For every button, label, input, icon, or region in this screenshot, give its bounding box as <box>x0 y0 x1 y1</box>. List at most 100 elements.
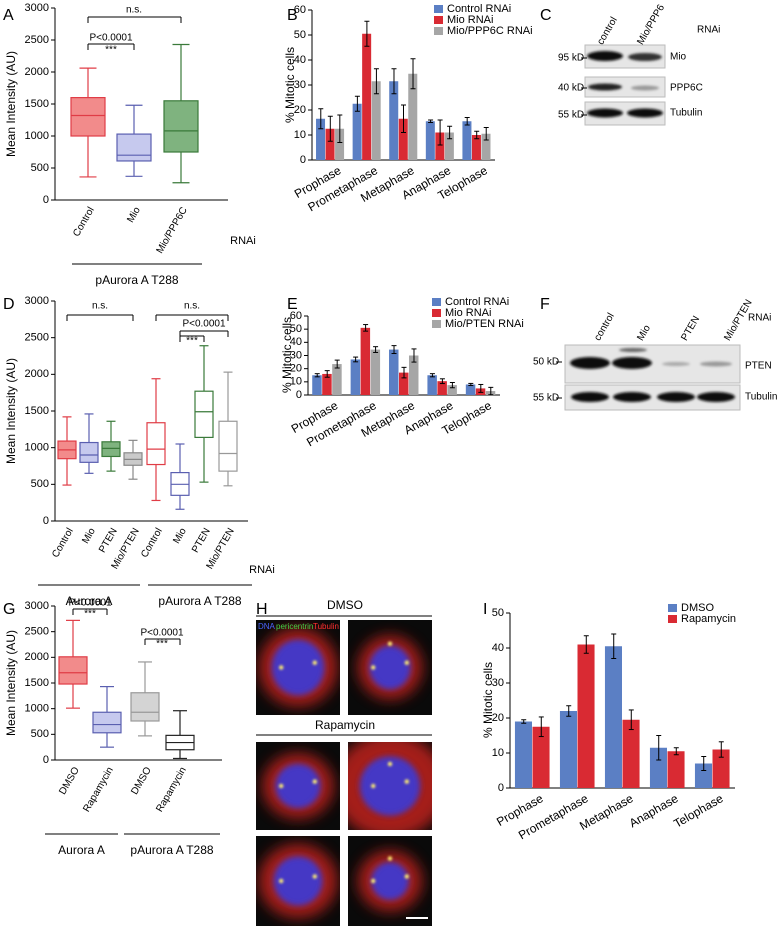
blot-band <box>613 392 651 402</box>
bar <box>471 135 481 160</box>
bar <box>362 33 372 160</box>
box <box>130 692 160 722</box>
blot-strip <box>584 76 666 98</box>
y-tick-label: 60 <box>294 4 306 16</box>
box <box>146 422 166 466</box>
annotation: *** <box>186 336 198 347</box>
legend-swatch <box>668 604 677 612</box>
y-tick-label: 40 <box>492 642 504 654</box>
blot-strip <box>584 44 666 69</box>
group-label: Aurora A <box>58 843 105 857</box>
x-tick-label: Anaphase <box>627 791 681 830</box>
y-tick-label: 500 <box>31 478 49 490</box>
panel-letter: F <box>540 296 550 313</box>
bar <box>322 373 332 395</box>
y-tick-label: 3000 <box>25 2 49 14</box>
dna-signal <box>273 856 323 906</box>
bar <box>408 73 418 160</box>
bar <box>408 355 419 395</box>
bar <box>425 121 435 160</box>
y-tick-label: 0 <box>43 754 49 766</box>
legend-swatch <box>432 298 441 306</box>
bar <box>447 385 457 395</box>
condition-label: Rapamycin <box>315 718 375 732</box>
bar <box>427 375 437 395</box>
y-tick-label: 1000 <box>25 703 49 715</box>
dna-signal <box>369 645 411 690</box>
legend-label: Rapamycin <box>681 613 736 625</box>
centrosome <box>387 761 393 767</box>
lane-label: Mio/PPP6 <box>635 2 667 46</box>
y-tick-label: 1500 <box>25 677 49 689</box>
legend-swatch <box>434 27 443 35</box>
legend-swatch <box>432 320 441 328</box>
blot-band <box>627 108 663 118</box>
centrosome <box>371 878 376 884</box>
annotation: P<0.0001 <box>140 628 184 639</box>
micrograph <box>348 620 432 715</box>
blot-band <box>587 51 623 61</box>
channel-label: Tubulin <box>313 622 339 631</box>
group-label: Aurora A <box>66 594 113 608</box>
y-tick-label: 2000 <box>25 651 49 663</box>
band-label: Tubulin <box>670 108 702 119</box>
y-axis-label: Mean Intensity (AU) <box>4 358 18 464</box>
annotation: *** <box>84 609 96 620</box>
panel-letter: E <box>287 296 298 313</box>
x-tick-label: Control <box>71 205 97 238</box>
centrosome <box>279 878 284 884</box>
x-tick-label: Telophase <box>671 791 726 831</box>
x-tick-label: DMSO <box>57 765 82 797</box>
condition-label: DMSO <box>327 598 363 612</box>
blot-band <box>619 348 647 352</box>
dna-signal <box>359 756 421 816</box>
blot-band <box>662 362 690 366</box>
bar <box>325 128 335 160</box>
y-tick-label: 50 <box>492 607 504 619</box>
bar <box>398 118 408 160</box>
y-axis-label: Mean Intensity (AU) <box>4 51 18 157</box>
x-tick-label: Control <box>50 526 76 559</box>
x-tick-label: Mio/PPP6C <box>155 205 190 255</box>
bar <box>622 719 640 788</box>
bar <box>399 372 409 395</box>
annotation: n.s. <box>184 301 200 312</box>
blot-strip <box>584 101 666 126</box>
annotation: P<0.0001 <box>68 598 112 609</box>
band-label: Mio <box>670 52 687 63</box>
y-tick-label: 30 <box>290 349 302 361</box>
band-label: Tubulin <box>745 392 777 403</box>
annotation: P<0.0001 <box>89 33 133 44</box>
centrosome <box>371 665 376 670</box>
micrograph <box>256 742 340 830</box>
box <box>218 420 238 472</box>
centrosome <box>387 856 393 861</box>
y-axis-label: % Mitotic cells <box>283 47 297 123</box>
x-tick-label: Rapamycin <box>81 765 116 814</box>
centrosome <box>279 665 284 670</box>
lane-label: PTEN <box>679 314 702 343</box>
y-tick-label: 2000 <box>25 368 49 380</box>
box <box>194 390 214 439</box>
y-tick-label: 20 <box>294 104 306 116</box>
blot-header: RNAi <box>697 25 720 36</box>
box <box>70 96 106 137</box>
bar <box>316 118 326 160</box>
box <box>79 441 99 463</box>
y-tick-label: 60 <box>290 310 302 322</box>
bar <box>332 364 342 395</box>
y-tick-label: 2500 <box>25 332 49 344</box>
box <box>116 133 152 162</box>
bar <box>514 721 532 788</box>
centrosome <box>312 874 317 879</box>
axis-note: RNAi <box>249 564 275 576</box>
panel-letter: H <box>256 601 268 618</box>
y-tick-label: 30 <box>294 79 306 91</box>
bar <box>335 128 345 160</box>
micrograph <box>348 836 432 926</box>
blot-band <box>657 392 695 402</box>
y-tick-label: 1000 <box>25 442 49 454</box>
blot-header: RNAi <box>748 313 771 324</box>
box <box>163 100 199 153</box>
panel-letter: G <box>3 601 15 618</box>
